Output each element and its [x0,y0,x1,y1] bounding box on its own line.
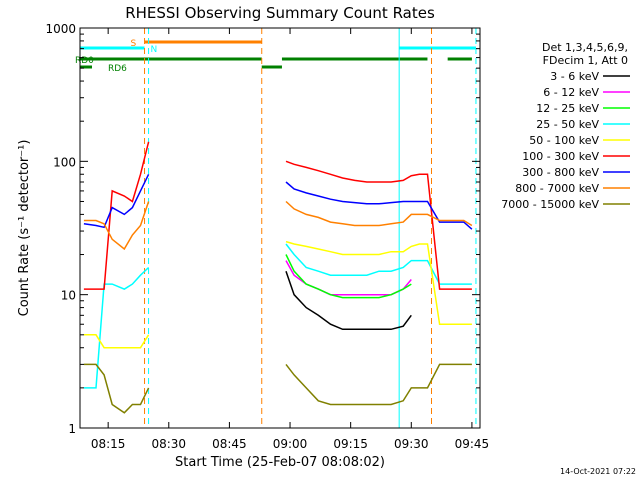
series-line [285,240,472,325]
x-axis-label: Start Time (25-Feb-07 08:08:02) [175,455,385,470]
legend-header: Det 1,3,4,5,6,9, [542,41,628,54]
series-3-6kev [285,270,412,331]
x-tick-label: 08:15 [91,437,126,451]
series-line [83,201,150,251]
y-axis-label: Count Rate (s⁻¹ detector⁻¹) [17,140,32,317]
series-line [285,363,472,406]
series-line [83,363,150,414]
legend: Det 1,3,4,5,6,9,FDecim 1, Att 0 3 - 6 keV… [501,41,630,211]
legend-entry-label: 100 - 300 keV [522,150,599,163]
series-25-50kev [83,243,472,389]
legend-entry-label: 7000 - 15000 keV [501,198,599,211]
data-series [83,141,473,414]
series-line [83,266,150,389]
series-12-25kev [285,254,412,299]
flag-label-rd0: RD0 [75,56,94,66]
series-100-300kev [83,141,472,290]
legend-entry-label: 12 - 25 keV [536,102,599,115]
y-tick-label: 1 [68,422,76,436]
series-line [285,270,412,331]
flag-label-n: N [151,45,158,55]
y-tick-label: 1000 [45,22,76,36]
event-vlines [144,28,477,428]
series-300-800kev [83,173,473,230]
x-tick-label: 09:15 [333,437,368,451]
series-800-7000kev [83,200,473,251]
series-line [285,200,473,227]
y-tick-label: 100 [53,155,76,169]
series-line [285,254,412,299]
flag-label-rd6: RD6 [108,64,127,74]
series-line [83,173,150,229]
y-axis-ticks: 1 10 100 1000 [45,22,480,436]
flag-label-s: S [131,39,137,49]
footer-date: 14-Oct-2021 07:22 [560,467,636,476]
plot-frame [79,27,481,429]
legend-header: FDecim 1, Att 0 [543,54,628,67]
y-tick-label: 10 [61,289,76,303]
chart-title: RHESSI Observing Summary Count Rates [125,4,435,22]
x-tick-label: 08:45 [212,437,247,451]
series-line [285,160,472,290]
legend-entry-label: 50 - 100 keV [529,134,599,147]
series-line [83,334,150,349]
flag-bars: S N RD0 RD6 [75,39,476,74]
series-7000-15000kev [83,363,472,414]
legend-entry-label: 25 - 50 keV [536,118,599,131]
x-tick-label: 09:00 [273,437,308,451]
series-line [83,141,150,290]
series-50-100kev [83,240,472,349]
series-line [285,181,473,230]
legend-entry-label: 800 - 7000 keV [515,182,599,195]
x-tick-label: 08:30 [151,437,186,451]
series-line [285,243,472,285]
x-tick-label: 09:30 [394,437,429,451]
legend-entry-label: 6 - 12 keV [543,86,599,99]
legend-entry-label: 3 - 6 keV [550,70,599,83]
x-axis-ticks: 08:15 08:30 08:45 09:00 09:15 09:30 09:45 [91,28,489,451]
legend-entry-label: 300 - 800 keV [522,166,599,179]
x-tick-label: 09:45 [455,437,490,451]
